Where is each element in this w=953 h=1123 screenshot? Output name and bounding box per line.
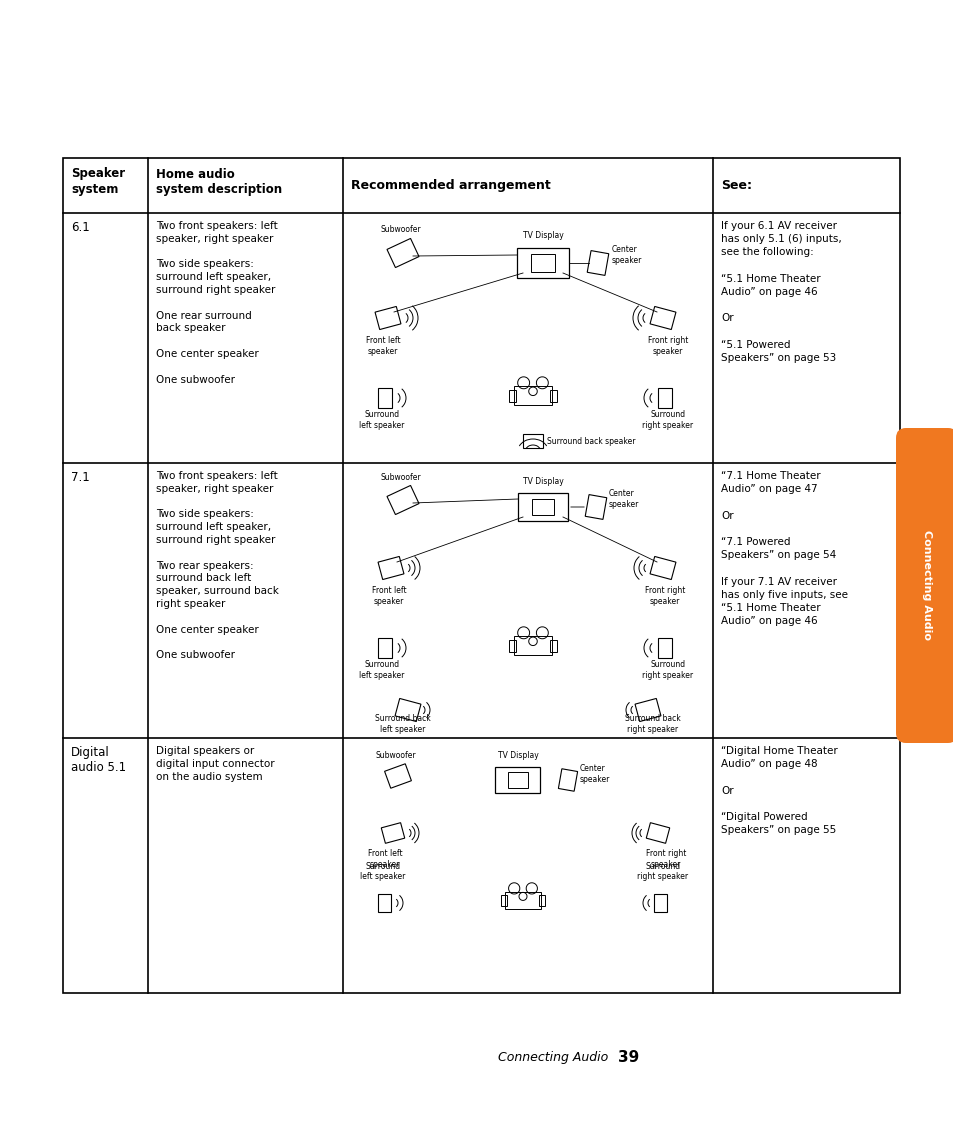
Bar — [509, 640, 516, 651]
Text: Front left
speaker: Front left speaker — [372, 586, 406, 605]
Text: Center
speaker: Center speaker — [612, 245, 641, 265]
Bar — [509, 390, 516, 402]
Bar — [514, 386, 551, 405]
Bar — [538, 895, 545, 906]
Bar — [658, 389, 671, 408]
Text: If your 6.1 AV receiver
has only 5.1 (6) inputs,
see the following:

“5.1 Home T: If your 6.1 AV receiver has only 5.1 (6)… — [720, 221, 841, 363]
Text: Subwoofer: Subwoofer — [380, 474, 421, 483]
Bar — [514, 637, 551, 655]
Text: TV Display: TV Display — [522, 230, 563, 239]
Bar — [658, 638, 671, 658]
Bar — [517, 248, 568, 279]
Bar — [495, 767, 540, 793]
Text: Subwoofer: Subwoofer — [380, 225, 421, 234]
Text: Surround
left speaker: Surround left speaker — [359, 660, 404, 679]
Text: Speaker
system: Speaker system — [71, 167, 125, 195]
Text: Front left
speaker: Front left speaker — [367, 849, 402, 869]
Bar — [550, 390, 557, 402]
Text: Digital speakers or
digital input connector
on the audio system: Digital speakers or digital input connec… — [156, 746, 274, 782]
Text: Front right
speaker: Front right speaker — [647, 336, 687, 356]
Text: TV Display: TV Display — [522, 476, 563, 485]
Text: Front right
speaker: Front right speaker — [645, 849, 685, 869]
Text: Surround
left speaker: Surround left speaker — [360, 861, 405, 882]
Bar — [531, 499, 554, 515]
Bar — [654, 894, 667, 912]
FancyBboxPatch shape — [895, 428, 953, 743]
Text: 7.1: 7.1 — [71, 471, 90, 484]
Text: Surround back
right speaker: Surround back right speaker — [624, 714, 680, 733]
Text: Connecting Audio: Connecting Audio — [921, 530, 931, 640]
Text: Surround back
left speaker: Surround back left speaker — [375, 714, 431, 733]
Bar — [522, 433, 542, 448]
Text: Digital
audio 5.1: Digital audio 5.1 — [71, 746, 126, 774]
Text: Surround
left speaker: Surround left speaker — [359, 410, 404, 430]
Text: 6.1: 6.1 — [71, 221, 90, 234]
Text: Surround
right speaker: Surround right speaker — [641, 410, 693, 430]
Text: Two front speakers: left
speaker, right speaker

Two side speakers:
surround lef: Two front speakers: left speaker, right … — [156, 471, 278, 660]
Text: Home audio
system description: Home audio system description — [156, 167, 282, 195]
Text: Two front speakers: left
speaker, right speaker

Two side speakers:
surround lef: Two front speakers: left speaker, right … — [156, 221, 277, 384]
Bar — [505, 892, 540, 910]
Bar — [517, 493, 567, 521]
Bar — [531, 254, 554, 272]
Bar — [63, 158, 899, 993]
Text: TV Display: TV Display — [497, 751, 537, 760]
Text: See:: See: — [720, 179, 751, 192]
Text: Front left
speaker: Front left speaker — [365, 336, 400, 356]
Text: Center
speaker: Center speaker — [579, 765, 610, 784]
Text: Subwoofer: Subwoofer — [375, 751, 416, 760]
Text: 39: 39 — [618, 1050, 639, 1066]
Text: Surround
right speaker: Surround right speaker — [641, 660, 693, 679]
Bar — [378, 894, 391, 912]
Text: “7.1 Home Theater
Audio” on page 47

Or

“7.1 Powered
Speakers” on page 54

If y: “7.1 Home Theater Audio” on page 47 Or “… — [720, 471, 847, 627]
Text: Surround back speaker: Surround back speaker — [546, 437, 635, 446]
Bar — [550, 640, 557, 651]
Text: “Digital Home Theater
Audio” on page 48

Or

“Digital Powered
Speakers” on page : “Digital Home Theater Audio” on page 48 … — [720, 746, 837, 836]
Text: Surround
right speaker: Surround right speaker — [637, 861, 688, 882]
Bar — [377, 389, 392, 408]
Text: Recommended arrangement: Recommended arrangement — [351, 179, 550, 192]
Bar — [377, 638, 392, 658]
Bar — [500, 895, 506, 906]
Text: Center
speaker: Center speaker — [608, 490, 639, 509]
Text: Front right
speaker: Front right speaker — [644, 586, 684, 605]
Text: Connecting Audio: Connecting Audio — [497, 1051, 607, 1065]
Bar — [507, 773, 528, 788]
